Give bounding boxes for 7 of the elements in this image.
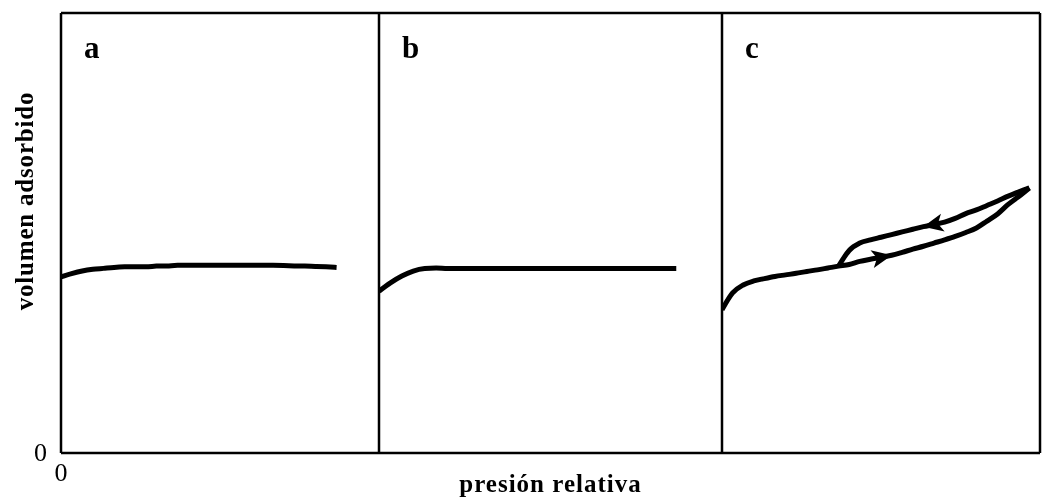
chart-title: b [402, 30, 420, 65]
chart-title: a [84, 30, 100, 65]
chart-title: c [745, 30, 759, 65]
text: 0 [54, 458, 68, 487]
text: 0 [34, 438, 47, 467]
x-axis-title: presión relativa [459, 470, 642, 497]
y-axis-title: volumen adsorbido [10, 91, 38, 311]
